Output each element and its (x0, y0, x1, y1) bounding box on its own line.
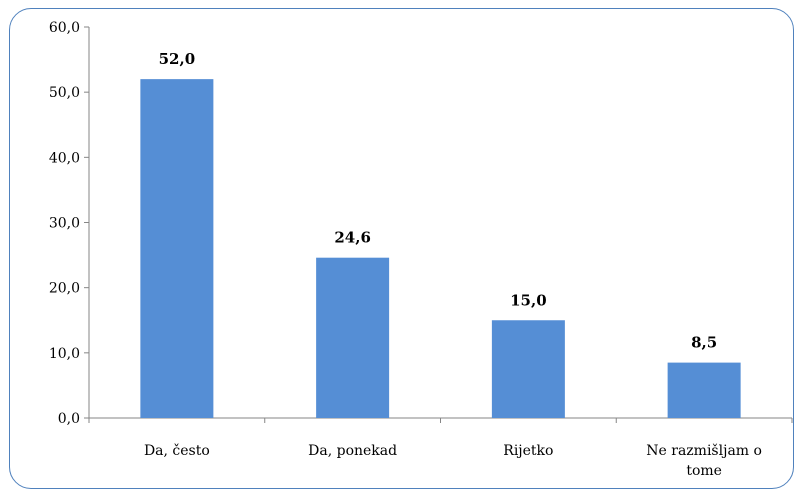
x-axis: Da, često Da, ponekad Rijetko Ne razmišljam… (88, 417, 793, 479)
y-tick-label: 40,0 (49, 150, 80, 166)
data-label: 52,0 (159, 50, 196, 68)
bar (140, 79, 214, 418)
data-labels: 52,0 24,6 15,0 8,5 (159, 50, 718, 351)
bars (140, 79, 741, 418)
x-category-label: Da, često (144, 443, 210, 459)
y-tick-label: 0,0 (58, 411, 80, 427)
x-category-label: Ne razmišljam o tome (646, 442, 762, 479)
x-category-label: Rijetko (503, 443, 553, 459)
y-tick-label: 30,0 (49, 216, 80, 232)
chart-frame (9, 8, 794, 489)
bar (491, 320, 565, 418)
y-tick-label: 20,0 (49, 281, 80, 297)
y-tick-label: 60,0 (49, 20, 80, 36)
data-label: 15,0 (510, 291, 547, 309)
bar (667, 362, 741, 418)
y-tick-label: 50,0 (49, 85, 80, 101)
y-tick-label: 10,0 (49, 346, 80, 362)
bar (316, 257, 390, 418)
data-label: 24,6 (334, 229, 371, 247)
x-category-label: Da, ponekad (308, 443, 397, 459)
data-label: 8,5 (691, 334, 717, 352)
y-axis: 0,0 10,0 20,0 30,0 40,0 50,0 60,0 (49, 20, 90, 427)
